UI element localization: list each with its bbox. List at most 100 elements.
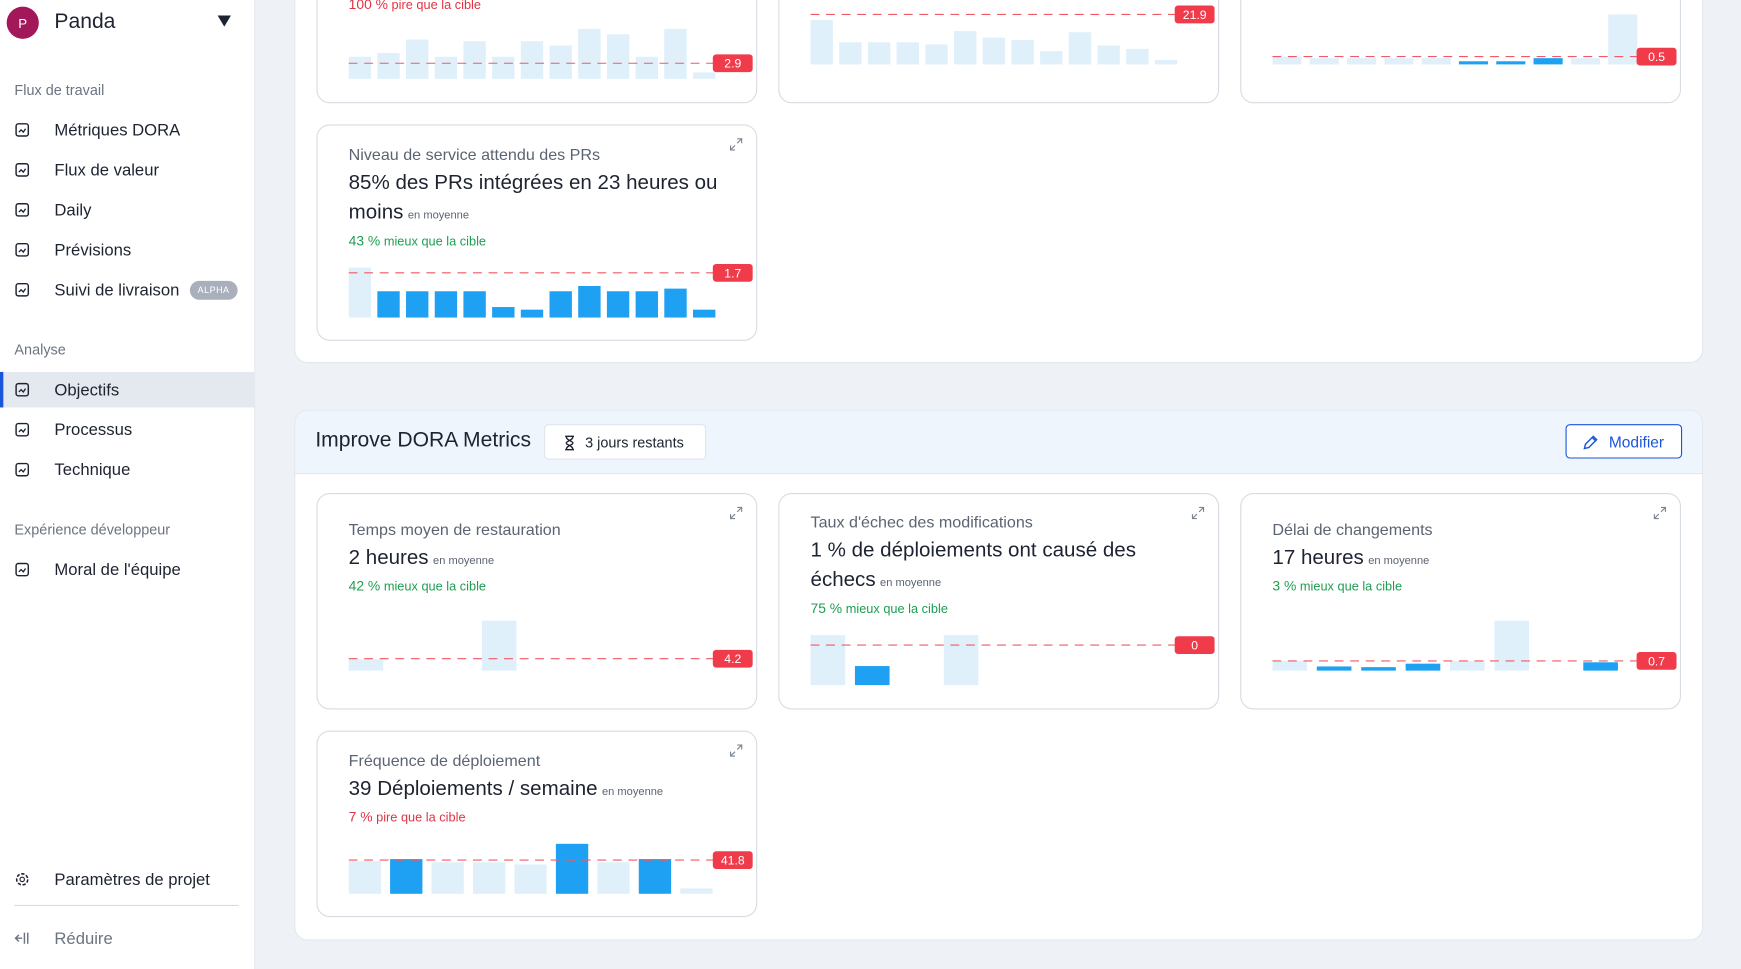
icon-shape	[18, 428, 27, 433]
nav-item[interactable]: Suivi de livraison ALPHA	[0, 272, 254, 308]
bar	[692, 72, 716, 79]
bar	[406, 291, 429, 318]
nav-item[interactable]: Processus	[0, 412, 254, 448]
card-label: Fréquence de déploiement	[348, 752, 541, 770]
nav-icon	[15, 382, 30, 397]
card-text: Niveau de service attendu des PRs 85% des…	[349, 141, 721, 253]
bar	[1458, 61, 1489, 65]
bar	[463, 291, 486, 318]
hourglass-icon	[565, 435, 575, 451]
icon-shape	[15, 562, 30, 577]
icon-shape	[730, 506, 743, 520]
bar	[635, 56, 658, 79]
target-label: 0	[1191, 639, 1198, 653]
bar	[1272, 660, 1308, 671]
icon-shape	[15, 123, 30, 137]
bar	[390, 859, 423, 894]
bar	[606, 291, 630, 318]
bar	[1316, 666, 1352, 671]
metric-card[interactable]: 21.9	[778, 0, 1220, 104]
expand-icon[interactable]	[729, 138, 743, 151]
bar-chart: 2.9	[348, 28, 753, 79]
bar	[377, 53, 400, 79]
target-label: 2.9	[724, 57, 741, 71]
icon-shape	[18, 468, 27, 473]
bar	[549, 291, 572, 318]
bar	[597, 862, 630, 894]
goal-title: Improve DORA Metrics	[315, 428, 532, 452]
card-label: Délai de changements	[1272, 521, 1433, 540]
bar	[1068, 32, 1092, 65]
expand-icon[interactable]	[1191, 506, 1205, 520]
nav-item[interactable]: Objectifs	[0, 371, 255, 408]
headline-note: en moyenne	[601, 785, 664, 798]
headline-text: 85% des PRs intégrées en 23 heures ou mo…	[348, 169, 718, 223]
bar	[1011, 39, 1034, 65]
card-headline: 39 Déploiements / semaine en moyenne	[349, 772, 721, 806]
nav-item[interactable]: Daily	[0, 192, 254, 228]
delta-text: mieux que la cible	[383, 234, 487, 249]
metric-card[interactable]: Niveau de service attendu des PRs 85% des…	[316, 124, 758, 341]
nav-item[interactable]: Moral de l'équipe	[0, 552, 254, 588]
bar	[854, 666, 890, 686]
bar	[348, 56, 372, 79]
remaining-text: 3 jours restants	[585, 434, 684, 451]
card-delta: 43 % mieux que la cible	[349, 233, 721, 249]
collapse-icon	[14, 932, 29, 944]
item-label: Daily	[54, 200, 92, 220]
card-label: Temps moyen de restauration	[348, 521, 561, 540]
card-headline: 85% des PRs intégrées en 23 heures ou mo…	[349, 166, 721, 230]
bar	[1496, 61, 1526, 65]
bar	[1421, 58, 1451, 65]
edit-button[interactable]: Modifier	[1565, 424, 1683, 459]
expand-icon[interactable]	[1653, 506, 1667, 520]
icon-shape	[18, 208, 27, 214]
bar	[1309, 58, 1339, 65]
item-label: Technique	[54, 460, 131, 480]
nav-item[interactable]: Prévisions	[0, 232, 254, 268]
card-headline: 2 heures en moyenne	[349, 542, 721, 576]
icon-shape	[18, 168, 27, 174]
dropdown-icon[interactable]	[217, 15, 231, 27]
metric-card[interactable]: Délai de changements 17 heures en moyenne 3…	[1240, 492, 1681, 710]
target-label: 4.2	[724, 652, 741, 666]
card-delta: 100 % pire que la cible	[349, 0, 721, 12]
item-label: Réduire	[54, 928, 113, 948]
icon-shape	[15, 203, 30, 217]
headline-note: en moyenne	[1368, 555, 1430, 568]
icon-shape	[15, 282, 30, 297]
collapse-item[interactable]: Réduire	[0, 920, 254, 956]
icon-shape	[730, 138, 743, 151]
card-text: Délai de changements 17 heures en moyenne 3…	[1272, 510, 1644, 607]
bar	[1040, 51, 1063, 65]
nav-item[interactable]: Technique	[0, 452, 254, 488]
target-badge	[712, 263, 753, 282]
metric-card[interactable]: 0.5	[1240, 0, 1681, 104]
nav-item[interactable]: Métriques DORA	[0, 112, 254, 148]
bar	[520, 41, 544, 79]
bar	[896, 42, 919, 65]
settings-item[interactable]: Paramètres de projet	[0, 862, 254, 898]
metric-card[interactable]: Taux d'échec des modifications 1 % de dép…	[778, 492, 1220, 710]
item-label: Prévisions	[54, 240, 132, 260]
metric-card[interactable]: Temps moyen de restauration 2 heures en mo…	[316, 492, 758, 710]
bar	[348, 861, 381, 894]
expand-icon[interactable]	[729, 744, 743, 757]
metric-card[interactable]: Fréquence de déploiement 39 Déploiements …	[316, 730, 758, 918]
target-badge	[1636, 652, 1677, 670]
nav-icon	[15, 242, 30, 257]
bar	[1533, 58, 1563, 65]
section-title: Analyse	[14, 341, 66, 359]
icon-shape	[18, 248, 27, 254]
delta-text: mieux que la cible	[1299, 580, 1403, 595]
card-text: Taux d'échec des modifications 1 % de dép…	[811, 510, 1183, 621]
bar	[549, 45, 572, 79]
section-title: Flux de travail	[14, 81, 105, 99]
expand-icon[interactable]	[729, 506, 743, 520]
workspace-name[interactable]: Panda	[54, 9, 116, 34]
nav-item[interactable]: Flux de valeur	[0, 152, 254, 188]
metric-card[interactable]: 100 % pire que la cible 2.9	[316, 0, 758, 104]
bar	[431, 862, 464, 894]
bar	[810, 635, 846, 686]
